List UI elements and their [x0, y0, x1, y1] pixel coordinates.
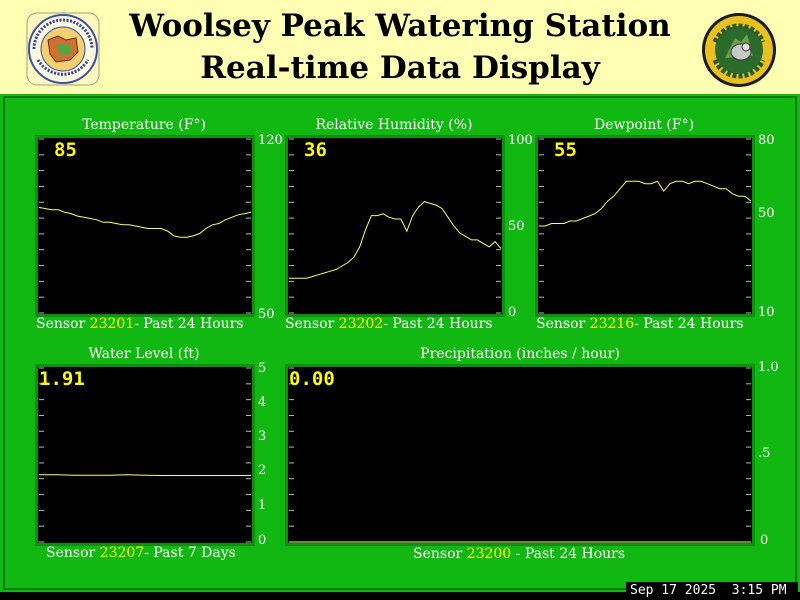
sensor-id: 23201 — [89, 316, 135, 332]
current-value: 55 — [554, 139, 577, 161]
axis-bottom-label: 50 — [258, 307, 275, 322]
series-line — [289, 201, 502, 279]
series-line — [38, 206, 252, 238]
chart-dewpoint: 55 — [535, 135, 755, 317]
chart-title-dewpoint: Dewpoint (F°) — [593, 117, 695, 133]
series-line — [539, 180, 752, 227]
axis-top-label: 120 — [258, 133, 283, 148]
axis-mid-label: .5 — [758, 446, 771, 461]
sensor-label-temperature: Sensor 23201- Past 24 Hours — [36, 316, 244, 332]
sensor-label-humidity: Sensor 23202- Past 24 Hours — [285, 316, 493, 332]
flood-control-district-logo — [26, 12, 100, 86]
sensor-label-dewpoint: Sensor 23216- Past 24 Hours — [536, 316, 744, 332]
plot-area — [535, 135, 755, 317]
axis-bottom-label: 0 — [760, 533, 769, 548]
axis-top-label: 100 — [508, 133, 533, 148]
axis-label-0: 0 — [258, 533, 267, 548]
page-subtitle: Real-time Data Display — [200, 50, 600, 86]
axis-mid-label: 50 — [758, 206, 775, 221]
current-value: 85 — [54, 139, 77, 161]
current-value: 1.91 — [39, 368, 85, 390]
axis-label-1: 1 — [258, 498, 267, 513]
current-value: 36 — [304, 139, 327, 161]
sensor-label-precipitation: Sensor 23200 - Past 24 Hours — [413, 546, 626, 562]
chart-water-level: 1.91 — [35, 364, 255, 546]
axis-label-3: 3 — [258, 429, 267, 444]
sensor-label-water-level: Sensor 23207- Past 7 Days — [46, 545, 236, 561]
chart-title-precipitation: Precipitation (inches / hour) — [420, 346, 620, 362]
chart-title-humidity: Relative Humidity (%) — [315, 117, 473, 133]
plot-area — [285, 364, 755, 546]
page-title: Woolsey Peak Watering Station — [129, 8, 671, 44]
series-line — [39, 474, 251, 476]
axis-label-4: 4 — [258, 395, 267, 410]
chart-title-temperature: Temperature (F°) — [82, 117, 206, 133]
plot-area — [35, 364, 255, 546]
chart-temperature: 85 — [35, 135, 255, 317]
arizona-game-fish-logo — [702, 13, 776, 87]
axis-label-2: 2 — [258, 463, 267, 478]
sensor-id: 23207 — [99, 545, 145, 561]
axis-label-5: 5 — [258, 361, 267, 376]
axis-mid-label: 50 — [508, 219, 525, 234]
axis-top-label: 1.0 — [758, 360, 779, 375]
chart-precipitation: 0.00 — [285, 364, 755, 546]
axis-bottom-label: 0 — [508, 305, 517, 320]
chart-humidity: 36 — [285, 135, 505, 317]
axis-top-label: 80 — [758, 133, 775, 148]
current-value: 0.00 — [289, 368, 335, 390]
plot-area — [35, 135, 255, 317]
page-header: Woolsey Peak Watering Station Real-time … — [0, 0, 800, 94]
sensor-id: 23200 — [466, 546, 512, 562]
timestamp: Sep 17 2025 3:15 PM — [626, 582, 798, 600]
sensor-id: 23216 — [589, 316, 635, 332]
chart-title-water-level: Water Level (ft) — [88, 346, 200, 362]
axis-bottom-label: 10 — [758, 305, 775, 320]
plot-area — [285, 135, 505, 317]
sensor-id: 23202 — [338, 316, 384, 332]
